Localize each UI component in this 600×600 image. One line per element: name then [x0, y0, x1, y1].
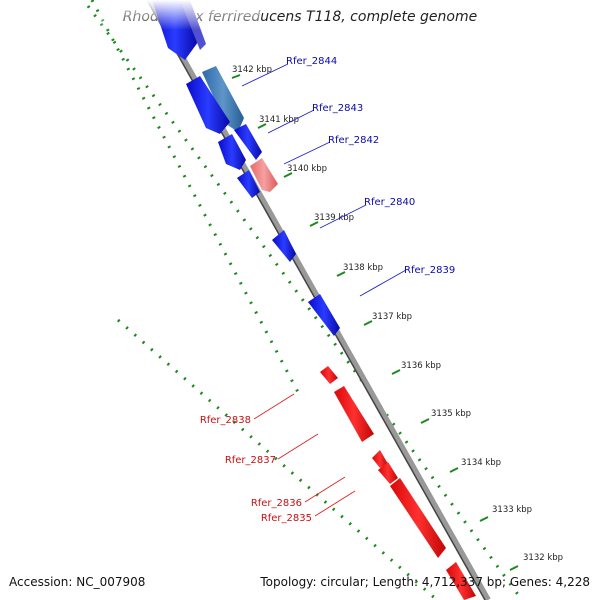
- topology-text: Topology: circular; Length: 4,712,337 bp…: [260, 575, 590, 589]
- gene-forward[interactable]: [218, 134, 246, 170]
- gene-label-rfer-2836[interactable]: Rfer_2836: [251, 498, 302, 509]
- reverse-genes: [250, 158, 476, 600]
- inner-dotted-track-upper: [90, 0, 302, 397]
- tick-label: 3136 kbp: [401, 361, 441, 371]
- tick-label: 3138 kbp: [343, 263, 383, 273]
- gene-forward-highlight[interactable]: [202, 66, 244, 132]
- gene-reverse[interactable]: [372, 450, 388, 468]
- inner-dotted-track: [117, 318, 438, 600]
- tick-label: 3133 kbp: [492, 505, 532, 515]
- outer-dotted-track: [86, 5, 524, 600]
- ruler-ticks: [231, 74, 519, 571]
- tick-label: 3132 kbp: [523, 553, 563, 563]
- gene-label-rfer-2837[interactable]: Rfer_2837: [225, 455, 276, 466]
- gene-reverse-highlight[interactable]: [250, 158, 278, 192]
- gene-label-rfer-2839[interactable]: Rfer_2839: [404, 265, 455, 276]
- tick-label: 3137 kbp: [372, 312, 412, 322]
- accession-text: Accession: NC_007908: [9, 575, 146, 589]
- gene-label-rfer-2844[interactable]: Rfer_2844: [286, 56, 337, 67]
- top-fade: [100, 0, 260, 30]
- gene-reverse[interactable]: [446, 562, 476, 600]
- tick-label: 3135 kbp: [431, 409, 471, 419]
- gene-label-rfer-2840[interactable]: Rfer_2840: [364, 197, 415, 208]
- gene-label-rfer-2842[interactable]: Rfer_2842: [328, 135, 379, 146]
- forward-gene-labels: Rfer_2844 Rfer_2843 Rfer_2842 Rfer_2840 …: [241, 56, 455, 297]
- tick-label: 3139 kbp: [314, 213, 354, 223]
- gene-label-rfer-2838[interactable]: Rfer_2838: [200, 415, 251, 426]
- tick-label: 3134 kbp: [461, 458, 501, 468]
- gene-reverse[interactable]: [378, 462, 398, 484]
- tick-label: 3142 kbp: [232, 65, 272, 75]
- tick-label: 3141 kbp: [259, 115, 299, 125]
- gene-reverse[interactable]: [334, 386, 374, 442]
- reverse-gene-labels: Rfer_2838 Rfer_2837 Rfer_2836 Rfer_2835: [200, 393, 356, 524]
- gene-reverse[interactable]: [320, 366, 338, 384]
- gene-reverse[interactable]: [390, 478, 446, 558]
- gene-forward[interactable]: [234, 124, 262, 160]
- gene-forward[interactable]: [308, 294, 340, 336]
- gene-forward[interactable]: [272, 230, 296, 262]
- gene-forward[interactable]: [186, 76, 230, 134]
- tick-label: 3140 kbp: [287, 164, 327, 174]
- gene-label-rfer-2835[interactable]: Rfer_2835: [261, 513, 312, 524]
- gene-forward[interactable]: [237, 170, 260, 198]
- gene-label-rfer-2843[interactable]: Rfer_2843: [312, 103, 363, 114]
